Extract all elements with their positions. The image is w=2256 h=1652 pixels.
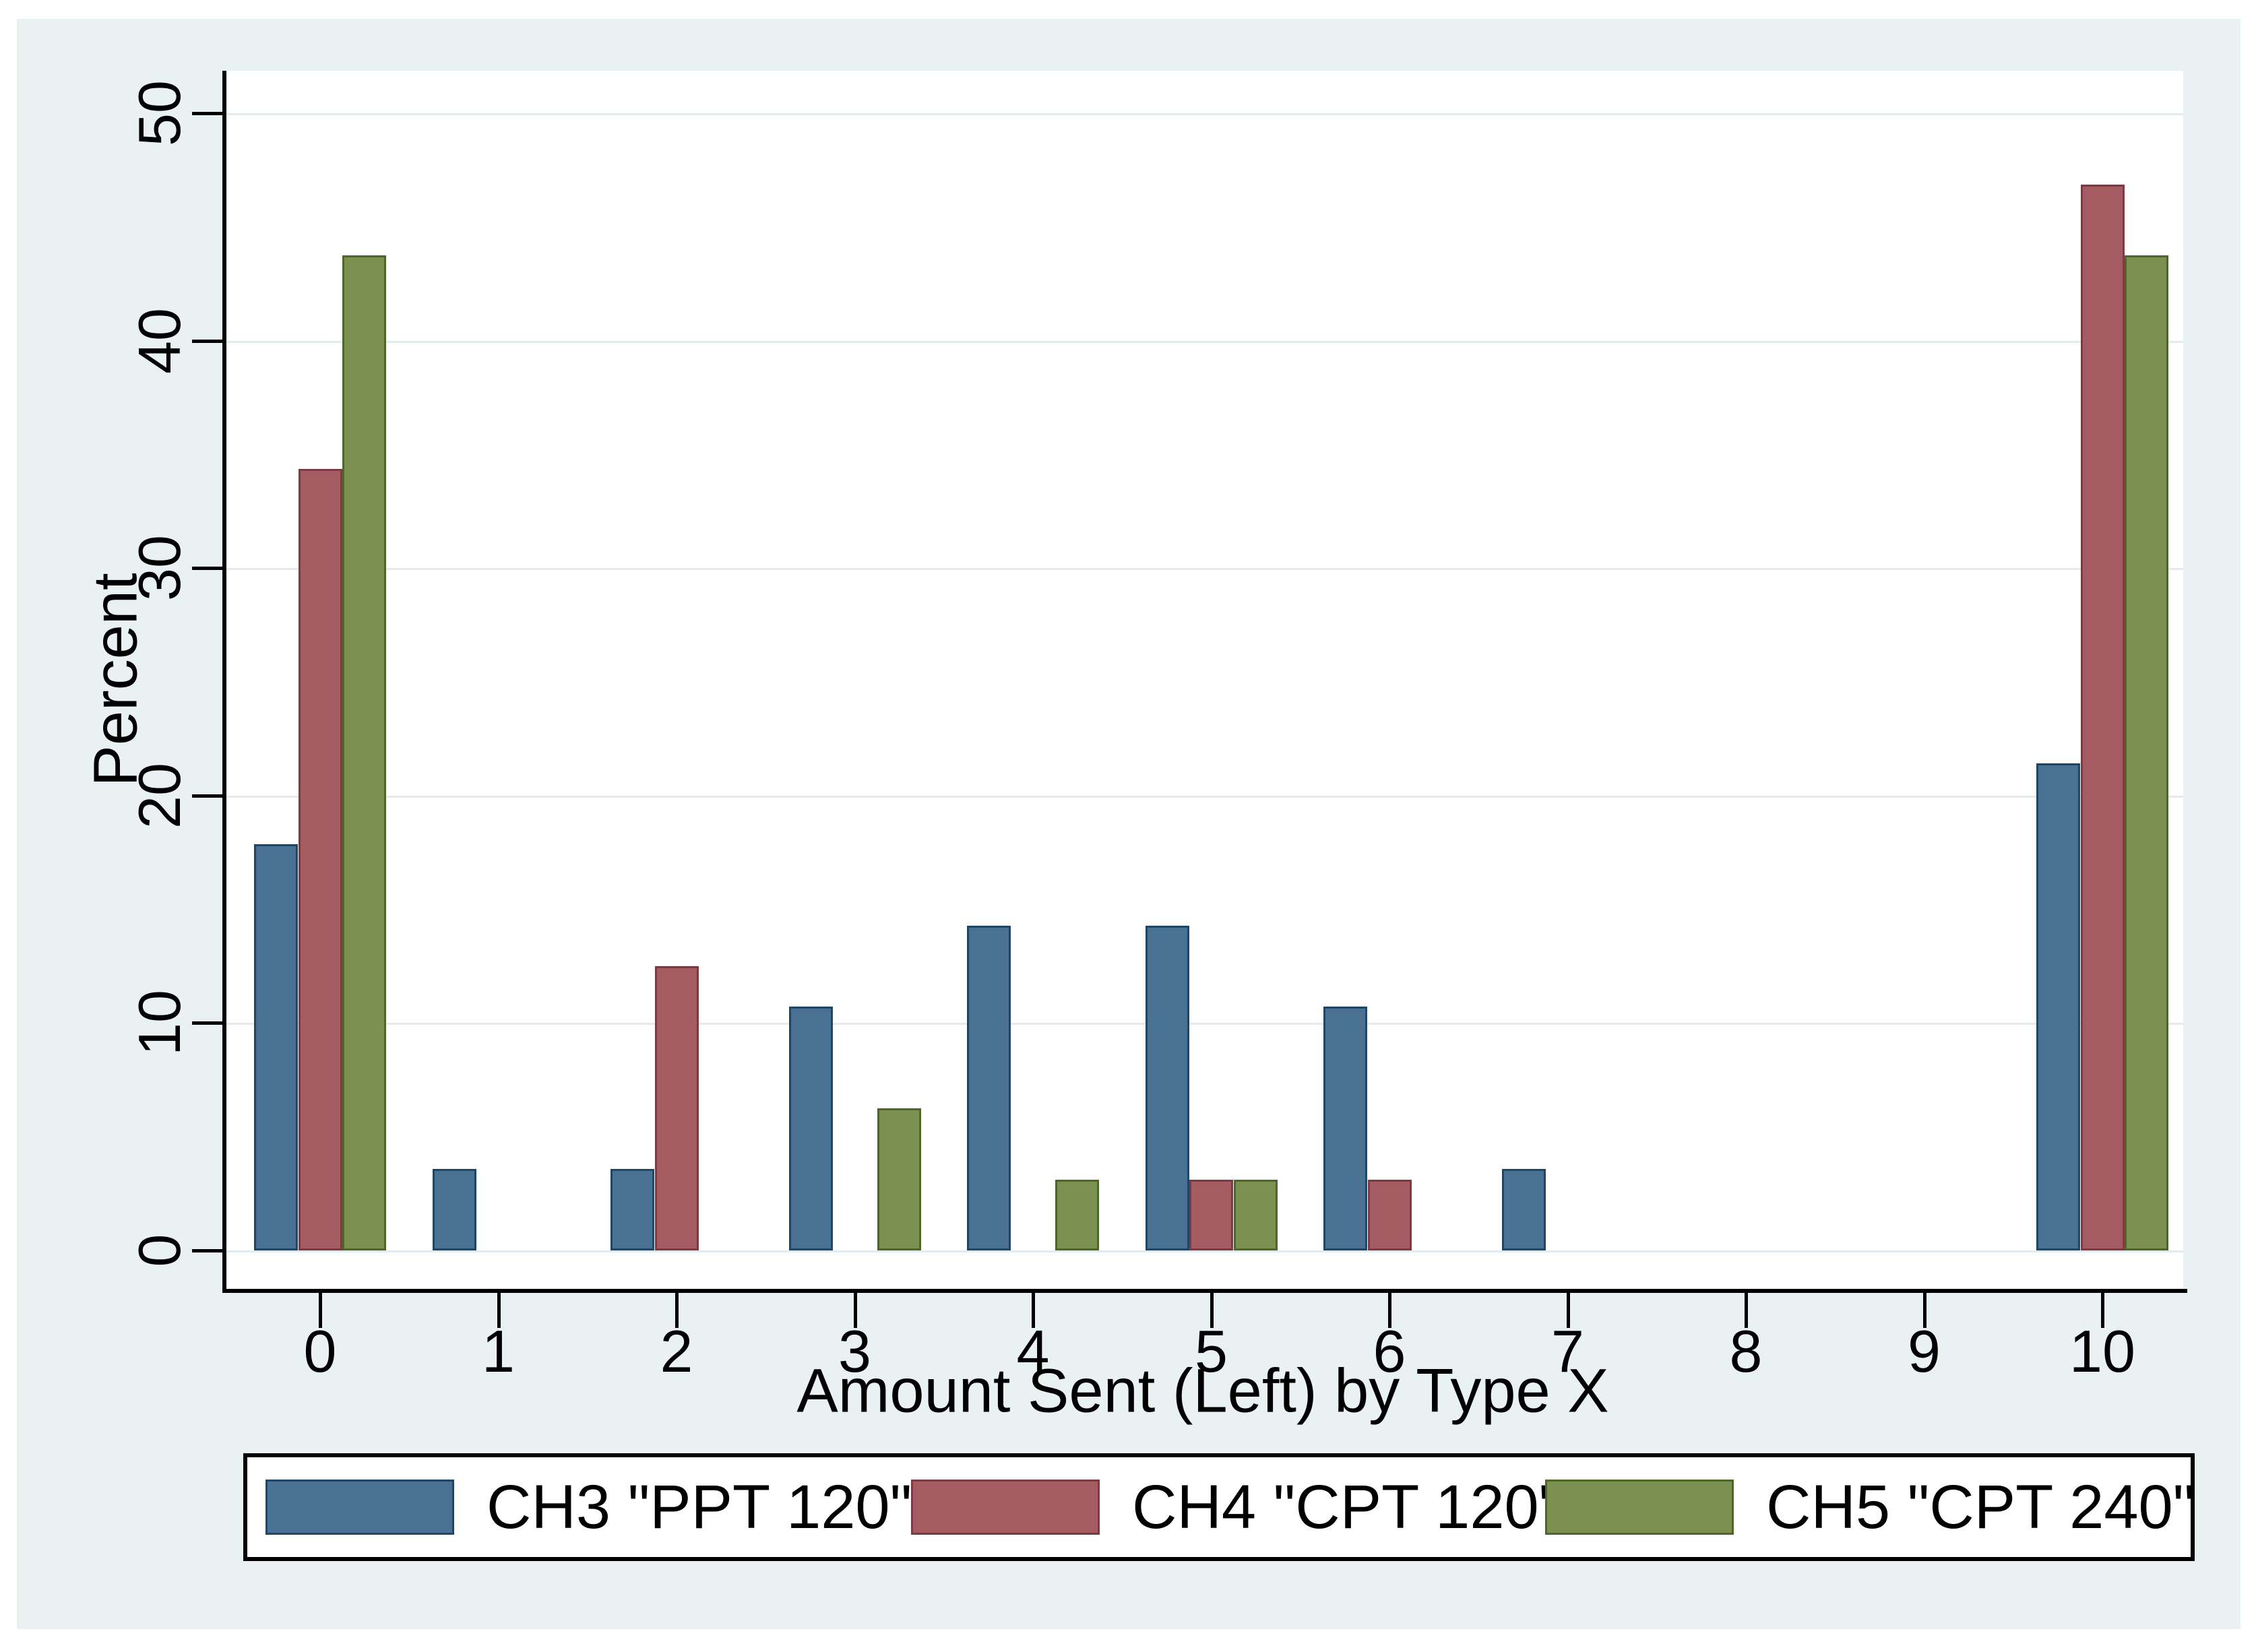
bar bbox=[2080, 184, 2125, 1250]
y-tick bbox=[192, 112, 222, 115]
legend-swatch bbox=[265, 1480, 454, 1535]
x-tick bbox=[497, 1289, 501, 1328]
legend-swatch bbox=[911, 1480, 1100, 1535]
bar bbox=[432, 1169, 476, 1250]
legend-item: CH4 "CPT 120" bbox=[911, 1457, 1561, 1557]
y-tick bbox=[192, 794, 222, 798]
x-tick-label-text: 0 bbox=[303, 1318, 337, 1385]
x-tick-label-text: 7 bbox=[1551, 1318, 1584, 1385]
legend-item: CH3 "PPT 120" bbox=[265, 1457, 912, 1557]
grid-line bbox=[222, 1250, 2183, 1252]
legend-item: CH5 "CPT 240" bbox=[1545, 1457, 2195, 1557]
bar bbox=[254, 844, 298, 1250]
x-tick bbox=[1566, 1289, 1570, 1328]
bar bbox=[610, 1169, 654, 1250]
bar bbox=[1323, 1007, 1367, 1250]
legend-label: CH4 "CPT 120" bbox=[1132, 1472, 1561, 1542]
x-tick-label-text: 1 bbox=[482, 1318, 515, 1385]
bar bbox=[877, 1108, 921, 1250]
x-tick bbox=[319, 1289, 322, 1328]
x-axis-title-text: Amount Sent (Left) by Type X bbox=[796, 1356, 1609, 1426]
bar bbox=[2125, 255, 2168, 1250]
x-tick-label-text: 6 bbox=[1373, 1318, 1406, 1385]
x-tick bbox=[675, 1289, 679, 1328]
y-axis-line bbox=[222, 71, 226, 1293]
x-tick bbox=[2101, 1289, 2104, 1328]
grid-line bbox=[222, 795, 2183, 798]
y-axis-title-text: Percent bbox=[81, 573, 150, 787]
y-tick-label-text: 40 bbox=[126, 307, 193, 374]
x-tick bbox=[1210, 1289, 1214, 1328]
bar bbox=[1055, 1179, 1099, 1250]
legend-label: CH3 "PPT 120" bbox=[487, 1472, 912, 1542]
x-tick-label-text: 10 bbox=[2069, 1318, 2135, 1385]
legend-swatch bbox=[1545, 1480, 1734, 1535]
x-tick bbox=[853, 1289, 857, 1328]
grid-line bbox=[222, 568, 2183, 571]
y-tick-label-text: 50 bbox=[126, 80, 193, 146]
bar bbox=[967, 925, 1011, 1250]
y-tick bbox=[192, 339, 222, 343]
y-tick bbox=[192, 567, 222, 571]
bar bbox=[1233, 1179, 1278, 1250]
x-tick-label-text: 8 bbox=[1729, 1318, 1763, 1385]
x-tick-label-text: 4 bbox=[1016, 1318, 1050, 1385]
bar bbox=[298, 468, 342, 1250]
x-tick-label-text: 5 bbox=[1195, 1318, 1228, 1385]
grid-line bbox=[222, 340, 2183, 343]
y-tick-label-text: 10 bbox=[126, 990, 193, 1056]
x-axis-line bbox=[222, 1289, 2187, 1293]
bar bbox=[788, 1007, 833, 1250]
chart-figure: 0 10 20 30 40 50 0 1 2 3 4 5 6 7 8 9 10 Percent Amount … bbox=[17, 19, 2241, 1629]
bar bbox=[1145, 925, 1189, 1250]
x-tick-label-text: 2 bbox=[660, 1318, 693, 1385]
bar bbox=[654, 966, 699, 1250]
x-tick bbox=[1922, 1289, 1926, 1328]
bar bbox=[342, 255, 386, 1250]
x-tick bbox=[1388, 1289, 1391, 1328]
bar bbox=[1367, 1179, 1412, 1250]
y-tick-label-text: 0 bbox=[126, 1234, 193, 1267]
y-tick bbox=[192, 1021, 222, 1025]
grid-line bbox=[222, 1023, 2183, 1025]
bar bbox=[1189, 1179, 1233, 1250]
x-tick-label-text: 9 bbox=[1908, 1318, 1941, 1385]
grid-line bbox=[222, 113, 2183, 115]
legend-label: CH5 "CPT 240" bbox=[1766, 1472, 2195, 1542]
x-tick-label-text: 3 bbox=[838, 1318, 871, 1385]
y-tick bbox=[192, 1249, 222, 1252]
plot-area bbox=[222, 71, 2183, 1289]
bar bbox=[2036, 763, 2080, 1250]
bar bbox=[1501, 1169, 1546, 1250]
x-tick bbox=[1032, 1289, 1035, 1328]
x-tick bbox=[1745, 1289, 1748, 1328]
legend: CH3 "PPT 120" CH4 "CPT 120" CH5 "CPT 240" bbox=[243, 1453, 2195, 1561]
